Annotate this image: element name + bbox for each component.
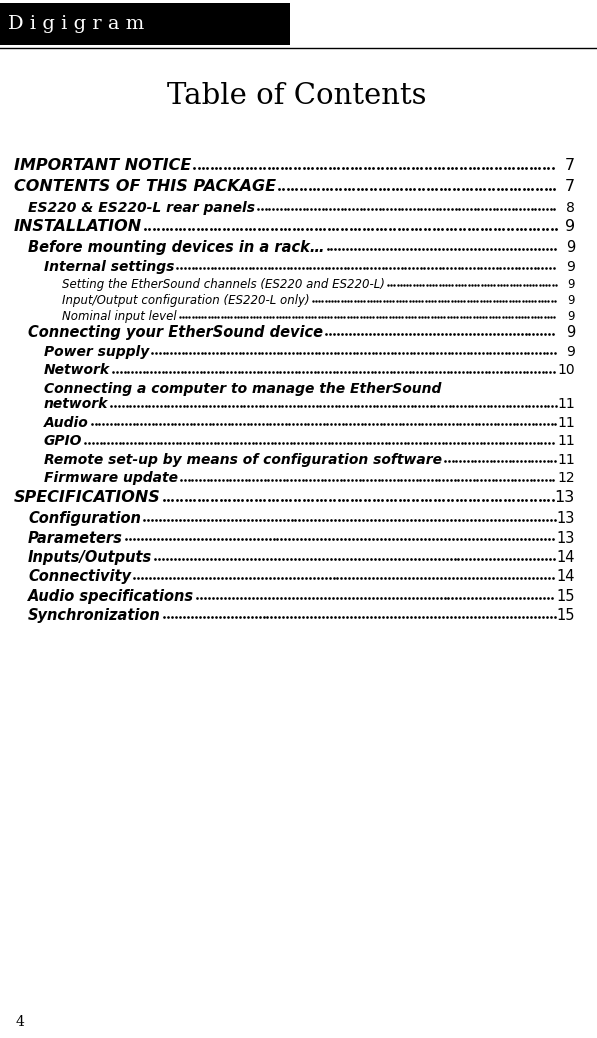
Text: 9: 9 [568,278,575,292]
Text: 9: 9 [568,294,575,307]
Text: 12: 12 [558,471,575,486]
Text: Internal settings: Internal settings [44,260,174,274]
Text: SPECIFICATIONS: SPECIFICATIONS [14,490,161,504]
Text: 14: 14 [556,570,575,584]
Text: 9: 9 [566,345,575,359]
Text: 14: 14 [556,550,575,565]
Text: Parameters: Parameters [28,530,123,546]
Text: Power supply: Power supply [44,345,149,359]
Text: 15: 15 [556,608,575,623]
Text: Connecting a computer to manage the EtherSound: Connecting a computer to manage the Ethe… [44,382,441,395]
Text: 11: 11 [557,453,575,467]
Bar [0,3,290,45]
Text: IMPORTANT NOTICE: IMPORTANT NOTICE [14,158,191,173]
Text: Firmware update: Firmware update [44,471,178,486]
Text: CONTENTS OF THIS PACKAGE: CONTENTS OF THIS PACKAGE [14,180,276,194]
Text: Remote set-up by means of configuration software: Remote set-up by means of configuration … [44,453,442,467]
Text: network: network [44,398,109,411]
Text: 13: 13 [555,490,575,504]
Text: 13: 13 [556,530,575,546]
Text: 9: 9 [566,260,575,274]
Text: INSTALLATION: INSTALLATION [14,219,142,234]
Text: 9: 9 [566,326,575,340]
Text: D i g i g r a m: D i g i g r a m [8,15,144,33]
Text: 15: 15 [556,589,575,604]
Text: Setting the EtherSound channels (ES220 and ES220-L): Setting the EtherSound channels (ES220 a… [62,278,385,292]
Text: Table of Contents: Table of Contents [167,82,427,110]
Text: 9: 9 [565,219,575,234]
Text: Connectivity: Connectivity [28,570,131,584]
Text: Audio specifications: Audio specifications [28,589,194,604]
Text: GPIO: GPIO [44,434,82,448]
Text: Inputs/Outputs: Inputs/Outputs [28,550,152,565]
Text: 7: 7 [565,180,575,194]
Text: 11: 11 [557,416,575,430]
Text: Audio: Audio [44,416,89,430]
Text: Configuration: Configuration [28,511,141,526]
Text: 9: 9 [568,309,575,323]
Text: Nominal input level: Nominal input level [62,309,177,323]
Text: Connecting your EtherSound device: Connecting your EtherSound device [28,326,323,340]
Text: Input/Output configuration (ES220-L only): Input/Output configuration (ES220-L only… [62,294,310,307]
Text: ES220 & ES220-L rear panels: ES220 & ES220-L rear panels [28,200,255,215]
Text: 9: 9 [566,241,575,255]
Text: 13: 13 [556,511,575,526]
Text: 4: 4 [16,1015,25,1029]
Text: Synchronization: Synchronization [28,608,161,623]
Text: 7: 7 [565,158,575,173]
Text: 11: 11 [557,434,575,448]
Text: 10: 10 [558,363,575,378]
Text: 11: 11 [557,398,575,411]
Text: Network: Network [44,363,110,378]
Text: Before mounting devices in a rack…: Before mounting devices in a rack… [28,241,325,255]
Text: 8: 8 [566,200,575,215]
